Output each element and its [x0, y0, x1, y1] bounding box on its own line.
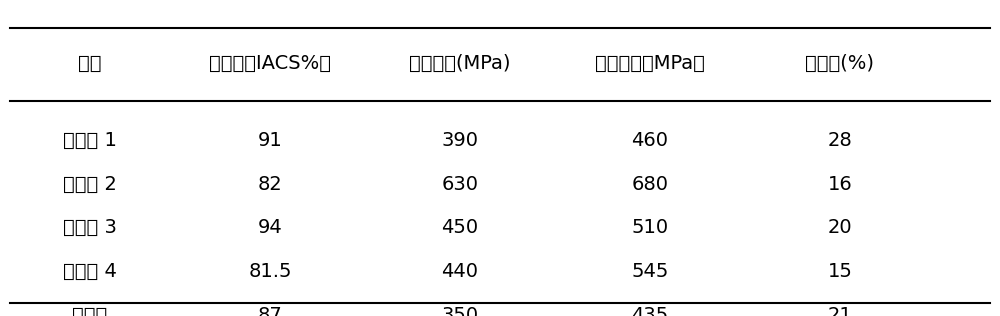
Text: 435: 435 [631, 306, 669, 316]
Text: 680: 680 [632, 175, 668, 194]
Text: 20: 20 [828, 218, 852, 237]
Text: 28: 28 [828, 131, 852, 150]
Text: 实施例 4: 实施例 4 [63, 262, 117, 281]
Text: 91: 91 [258, 131, 282, 150]
Text: 实施例 1: 实施例 1 [63, 131, 117, 150]
Text: 94: 94 [258, 218, 282, 237]
Text: 350: 350 [441, 306, 479, 316]
Text: 屈服强度(MPa): 屈服强度(MPa) [409, 54, 511, 73]
Text: 实施例 2: 实施例 2 [63, 175, 117, 194]
Text: 对比例: 对比例 [72, 306, 108, 316]
Text: 15: 15 [828, 262, 852, 281]
Text: 实施例 3: 实施例 3 [63, 218, 117, 237]
Text: 样品: 样品 [78, 54, 102, 73]
Text: 450: 450 [441, 218, 479, 237]
Text: 21: 21 [828, 306, 852, 316]
Text: 440: 440 [442, 262, 479, 281]
Text: 电导率（IACS%）: 电导率（IACS%） [209, 54, 331, 73]
Text: 81.5: 81.5 [248, 262, 292, 281]
Text: 延伸率(%): 延伸率(%) [806, 54, 874, 73]
Text: 16: 16 [828, 175, 852, 194]
Text: 82: 82 [258, 175, 282, 194]
Text: 545: 545 [631, 262, 669, 281]
Text: 抗拉强度（MPa）: 抗拉强度（MPa） [595, 54, 705, 73]
Text: 630: 630 [442, 175, 479, 194]
Text: 87: 87 [258, 306, 282, 316]
Text: 510: 510 [631, 218, 669, 237]
Text: 460: 460 [632, 131, 668, 150]
Text: 390: 390 [442, 131, 479, 150]
